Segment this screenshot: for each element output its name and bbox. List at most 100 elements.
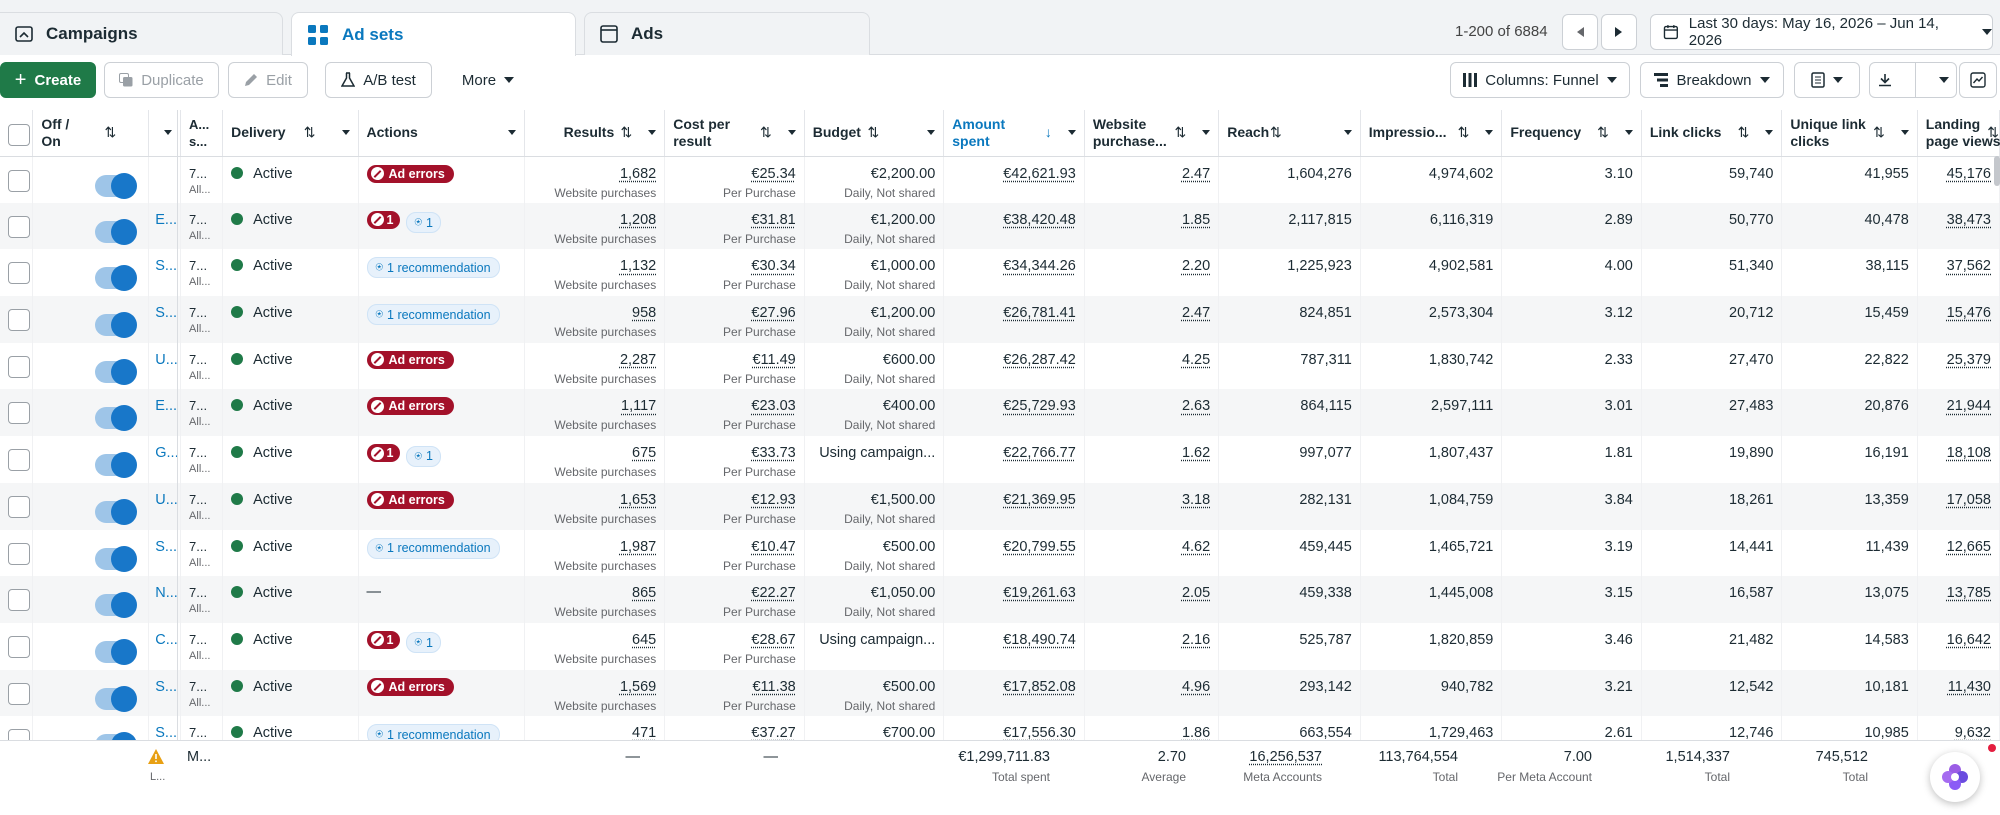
col-link-clicks[interactable]: Link clicks ⇅ [1641, 110, 1783, 157]
export-button[interactable] [1869, 62, 1957, 98]
row-checkbox[interactable] [8, 495, 30, 518]
col-amount-spent[interactable]: Amount spent ↓ [943, 110, 1085, 157]
prev-page-button[interactable] [1562, 14, 1598, 50]
recommendation-count-badge[interactable]: ⍟ 1 [406, 212, 441, 234]
ad-set-name-link[interactable]: S... [155, 258, 178, 275]
ad-set-name-link[interactable]: N... [155, 585, 178, 602]
ad-errors-badge[interactable]: Ad errors [366, 490, 454, 509]
row-checkbox[interactable] [8, 355, 30, 378]
row-checkbox[interactable] [8, 309, 30, 332]
on-off-toggle[interactable] [95, 218, 138, 245]
col-landing-page-views[interactable]: Landing page views ⇅ [1917, 110, 2000, 157]
on-off-toggle[interactable] [95, 498, 138, 525]
ad-errors-badge[interactable]: Ad errors [366, 350, 454, 369]
on-off-toggle[interactable] [95, 685, 138, 712]
create-button[interactable]: + Create [0, 62, 96, 98]
col-cost-per-result[interactable]: Cost per result ⇅ [664, 110, 805, 157]
col-off-on[interactable]: Off / On ⇅ [32, 110, 150, 157]
row-checkbox[interactable] [8, 402, 30, 425]
table-row[interactable]: E... 7... All... Active Ad errors 1,117 Websit… [0, 389, 2000, 437]
row-checkbox[interactable] [8, 729, 30, 740]
chart-toggle-button[interactable] [1959, 62, 1997, 98]
on-off-toggle[interactable] [95, 592, 138, 619]
recommendation-badge[interactable]: ⍟ 1 recommendation [366, 537, 500, 559]
ad-errors-badge[interactable]: Ad errors [366, 397, 454, 416]
on-off-toggle[interactable] [95, 732, 138, 740]
ad-set-name-link[interactable]: U... [155, 351, 178, 368]
table-row[interactable]: E... 7... All... Active 1 ⍟ 1 1,208 Website purc… [0, 202, 2000, 250]
date-range-picker[interactable]: Last 30 days: May 16, 2026 – Jun 14, 202… [1650, 14, 1993, 50]
table-row[interactable]: G... 7... All... Active 1 ⍟ 1 675 Website purcha… [0, 436, 2000, 483]
vertical-scrollbar[interactable] [1994, 156, 2000, 186]
col-ad-set-name[interactable]: A... s... [180, 110, 224, 157]
on-off-toggle[interactable] [95, 638, 138, 665]
on-off-toggle[interactable] [95, 358, 138, 385]
more-button[interactable]: More [448, 62, 528, 98]
row-checkbox[interactable] [8, 215, 30, 238]
col-website-purchase[interactable]: Website purchase... ⇅ [1084, 110, 1220, 157]
row-checkbox[interactable] [8, 589, 30, 612]
ad-set-name-link[interactable]: S... [155, 305, 178, 322]
table-row[interactable]: 7... All... Active Ad errors 1,682 Website pu… [0, 156, 2000, 203]
ab-test-button[interactable]: A/B test [325, 62, 432, 98]
error-count-badge[interactable]: 1 [366, 630, 401, 649]
recommendation-badge[interactable]: ⍟ 1 recommendation [366, 304, 500, 326]
tab-ads[interactable]: Ads [584, 12, 870, 55]
ad-set-name-link[interactable]: E... [155, 211, 178, 228]
on-off-toggle[interactable] [95, 172, 138, 199]
on-off-toggle[interactable] [95, 452, 138, 479]
row-checkbox[interactable] [8, 169, 30, 192]
error-count-badge[interactable]: 1 [366, 444, 401, 463]
ad-set-name-link[interactable]: S... [155, 538, 178, 555]
table-row[interactable]: S... 7... All... Active Ad errors 1,569 Websit… [0, 669, 2000, 717]
columns-button[interactable]: Columns: Funnel [1450, 62, 1630, 98]
breakdown-button[interactable]: Breakdown [1640, 62, 1784, 98]
table-row[interactable]: S... 7... All... Active ⍟ 1 recommendation 1,9… [0, 529, 2000, 577]
row-checkbox[interactable] [8, 682, 30, 705]
ad-errors-badge[interactable]: Ad errors [366, 677, 454, 696]
on-off-toggle[interactable] [95, 545, 138, 572]
col-budget[interactable]: Budget ⇅ [804, 110, 945, 157]
col-menu[interactable] [148, 110, 182, 157]
ad-set-name-link[interactable]: S... [155, 678, 178, 695]
col-reach[interactable]: Reach ⇅ [1218, 110, 1361, 157]
tab-ad-sets[interactable]: Ad sets [291, 12, 576, 56]
table-row[interactable]: S... 7... All... Active ⍟ 1 recommendation 1,1… [0, 249, 2000, 297]
ad-set-name-link[interactable]: U... [155, 491, 178, 508]
recommendation-badge[interactable]: ⍟ 1 recommendation [366, 724, 500, 740]
row-checkbox[interactable] [8, 262, 30, 285]
select-all-checkbox[interactable] [8, 123, 30, 146]
next-page-button[interactable] [1601, 14, 1637, 50]
col-delivery[interactable]: Delivery ⇅ [222, 110, 359, 157]
tab-campaigns[interactable]: Campaigns [0, 12, 283, 55]
recommendation-badge[interactable]: ⍟ 1 recommendation [366, 257, 500, 279]
table-row[interactable]: S...7...All... Active ⍟1 recommendation 471… [0, 716, 2000, 740]
duplicate-button[interactable]: Duplicate [104, 62, 219, 98]
col-actions[interactable]: Actions [358, 110, 525, 157]
on-off-toggle[interactable] [95, 265, 138, 292]
ad-errors-badge[interactable]: Ad errors [366, 164, 454, 183]
table-row[interactable]: C... 7... All... Active 1 ⍟ 1 645 Website purcha… [0, 622, 2000, 670]
table-row[interactable]: S... 7... All... Active ⍟ 1 recommendation 958… [0, 296, 2000, 343]
col-frequency[interactable]: Frequency ⇅ [1501, 110, 1642, 157]
assistant-button[interactable] [1930, 752, 1980, 802]
ad-set-name-link[interactable]: G... [155, 445, 179, 462]
ad-set-name-link[interactable]: C... [155, 631, 178, 648]
ad-set-name-link[interactable]: S... [155, 725, 178, 740]
edit-button[interactable]: Edit [228, 62, 308, 98]
table-row[interactable]: U... 7... All... Active Ad errors 1,653 Websit… [0, 482, 2000, 530]
row-checkbox[interactable] [8, 449, 30, 472]
recommendation-count-badge[interactable]: ⍟ 1 [406, 445, 441, 467]
table-row[interactable]: N... 7... All... Active — 865 Website purchase… [0, 576, 2000, 623]
col-unique-link-clicks[interactable]: Unique link clicks ⇅ [1781, 110, 1918, 157]
table-row[interactable]: U... 7... All... Active Ad errors 2,287 Websit… [0, 342, 2000, 390]
row-checkbox[interactable] [8, 542, 30, 565]
col-results[interactable]: Results ⇅ [524, 110, 666, 157]
row-checkbox[interactable] [8, 635, 30, 658]
recommendation-count-badge[interactable]: ⍟ 1 [406, 632, 441, 654]
error-count-badge[interactable]: 1 [366, 210, 401, 229]
col-impressions[interactable]: Impressio... ⇅ [1360, 110, 1503, 157]
on-off-toggle[interactable] [95, 312, 138, 339]
on-off-toggle[interactable] [95, 405, 138, 432]
ad-set-name-link[interactable]: E... [155, 398, 178, 415]
